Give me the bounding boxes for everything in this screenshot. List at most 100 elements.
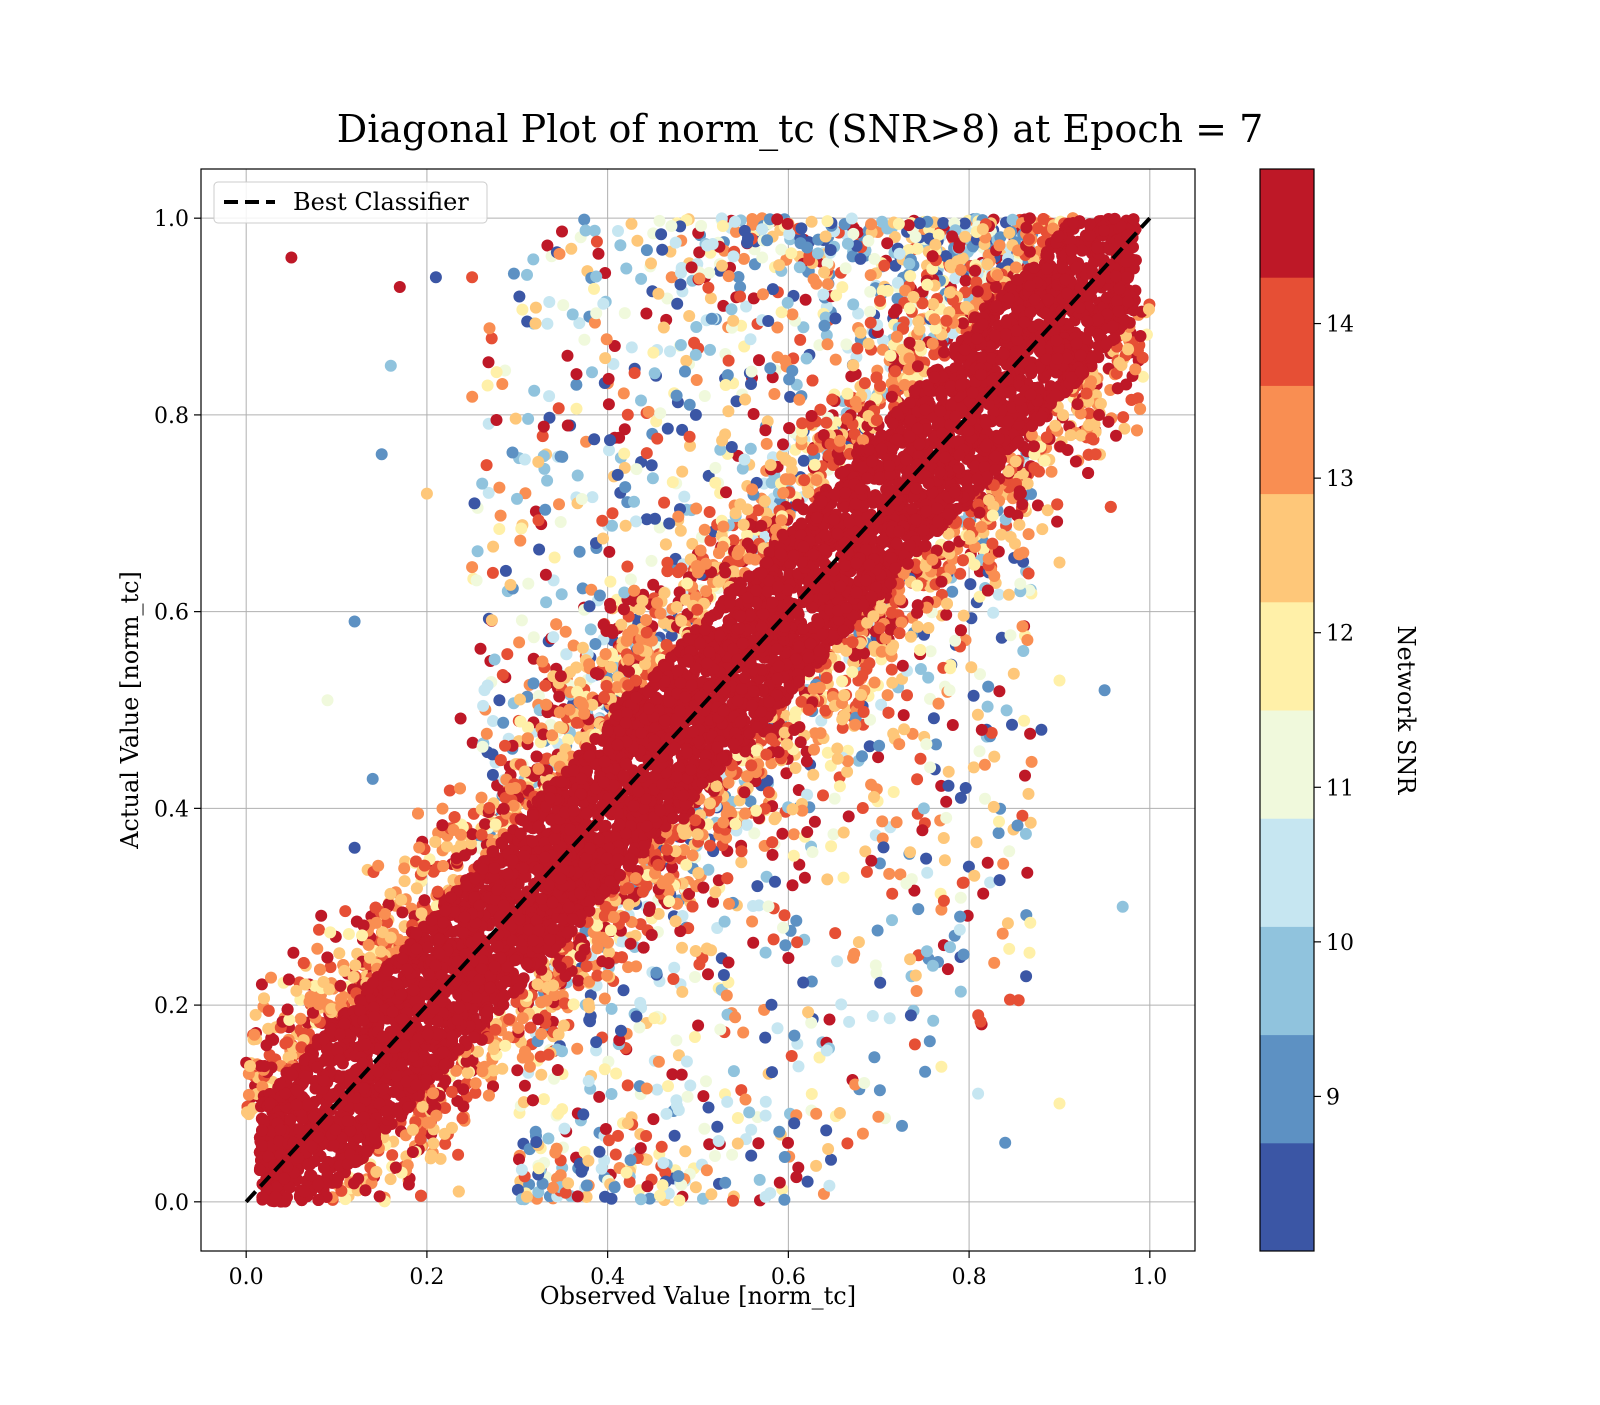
scatter-point: [517, 1012, 529, 1024]
scatter-point: [795, 736, 807, 748]
scatter-point: [894, 594, 906, 606]
scatter-point: [855, 689, 867, 701]
scatter-point: [1126, 394, 1138, 406]
scatter-point: [792, 499, 804, 511]
scatter-point: [747, 937, 759, 949]
scatter-point: [727, 315, 739, 327]
scatter-point: [495, 510, 507, 522]
scatter-point: [335, 993, 347, 1005]
scatter-point: [795, 222, 807, 234]
scatter-point: [654, 215, 666, 227]
scatter-point: [835, 998, 847, 1010]
scatter-point: [516, 614, 528, 626]
scatter-point: [1021, 867, 1033, 879]
scatter-point: [807, 846, 819, 858]
scatter-point: [487, 541, 499, 553]
scatter-point: [1003, 845, 1015, 857]
scatter-point: [747, 900, 759, 912]
scatter-point: [604, 434, 616, 446]
scatter-point: [690, 1181, 702, 1193]
scatter-point: [786, 365, 798, 377]
scatter-point: [631, 463, 643, 475]
scatter-point: [957, 554, 969, 566]
scatter-point: [647, 472, 659, 484]
scatter-point: [849, 719, 861, 731]
scatter-point: [821, 1045, 833, 1057]
scatter-point: [493, 482, 505, 494]
scatter-point: [522, 1051, 534, 1063]
scatter-point: [626, 218, 638, 230]
scatter-point: [419, 860, 431, 872]
scatter-point: [690, 945, 702, 957]
scatter-point: [576, 493, 588, 505]
scatter-point: [403, 1179, 415, 1191]
scatter-point: [821, 672, 833, 684]
scatter-point: [959, 231, 971, 243]
scatter-point: [944, 662, 956, 674]
scatter-point: [809, 816, 821, 828]
scatter-point: [915, 753, 927, 765]
scatter-point: [937, 217, 949, 229]
scatter-point: [1013, 519, 1025, 531]
scatter-point: [727, 1195, 739, 1207]
scatter-point: [635, 395, 647, 407]
scatter-point: [1014, 578, 1026, 590]
scatter-point: [857, 1128, 869, 1140]
scatter-point: [1023, 528, 1035, 540]
scatter-point: [557, 299, 569, 311]
scatter-point: [787, 803, 799, 815]
scatter-point: [558, 1020, 570, 1032]
scatter-point: [444, 785, 456, 797]
scatter-point: [1003, 227, 1015, 239]
scatter-point: [661, 844, 673, 856]
scatter-point: [1024, 212, 1036, 224]
scatter-point: [338, 965, 350, 977]
scatter-point: [497, 717, 509, 729]
scatter-point: [600, 1123, 612, 1135]
scatter-point: [766, 836, 778, 848]
scatter-point: [842, 755, 854, 767]
scatter-point: [487, 715, 499, 727]
scatter-point: [675, 615, 687, 627]
scatter-point: [732, 1112, 744, 1124]
scatter-point: [486, 332, 498, 344]
scatter-point: [737, 1027, 749, 1039]
scatter-point: [810, 474, 822, 486]
scatter-point: [634, 997, 646, 1009]
scatter-point: [938, 346, 950, 358]
scatter-point: [663, 895, 675, 907]
scatter-point: [723, 270, 735, 282]
scatter-point: [521, 1191, 533, 1203]
scatter-point: [655, 608, 667, 620]
scatter-point: [675, 563, 687, 575]
scatter-point: [1003, 589, 1015, 601]
scatter-point: [726, 303, 738, 315]
scatter-point: [742, 232, 754, 244]
scatter-point: [981, 258, 993, 270]
scatter-point: [958, 610, 970, 622]
scatter-point: [621, 635, 633, 647]
scatter-point: [785, 247, 797, 259]
scatter-point: [1008, 668, 1020, 680]
scatter-point: [625, 938, 637, 950]
scatter-point: [1016, 498, 1028, 510]
scatter-point: [865, 779, 877, 791]
scatter-point: [1005, 629, 1017, 641]
scatter-point: [593, 1091, 605, 1103]
scatter-point: [912, 621, 924, 633]
scatter-point: [407, 1146, 419, 1158]
scatter-point: [583, 1014, 595, 1026]
scatter-point: [395, 894, 407, 906]
scatter-point: [760, 1096, 772, 1108]
scatter-point: [965, 661, 977, 673]
scatter-point: [900, 878, 912, 890]
scatter-point: [616, 951, 628, 963]
scatter-point: [979, 759, 991, 771]
scatter-point: [670, 1034, 682, 1046]
scatter-point: [552, 1064, 564, 1076]
scatter-point: [846, 213, 858, 225]
scatter-point: [711, 1121, 723, 1133]
scatter-point: [583, 998, 595, 1010]
scatter-point: [904, 302, 916, 314]
scatter-point: [540, 569, 552, 581]
